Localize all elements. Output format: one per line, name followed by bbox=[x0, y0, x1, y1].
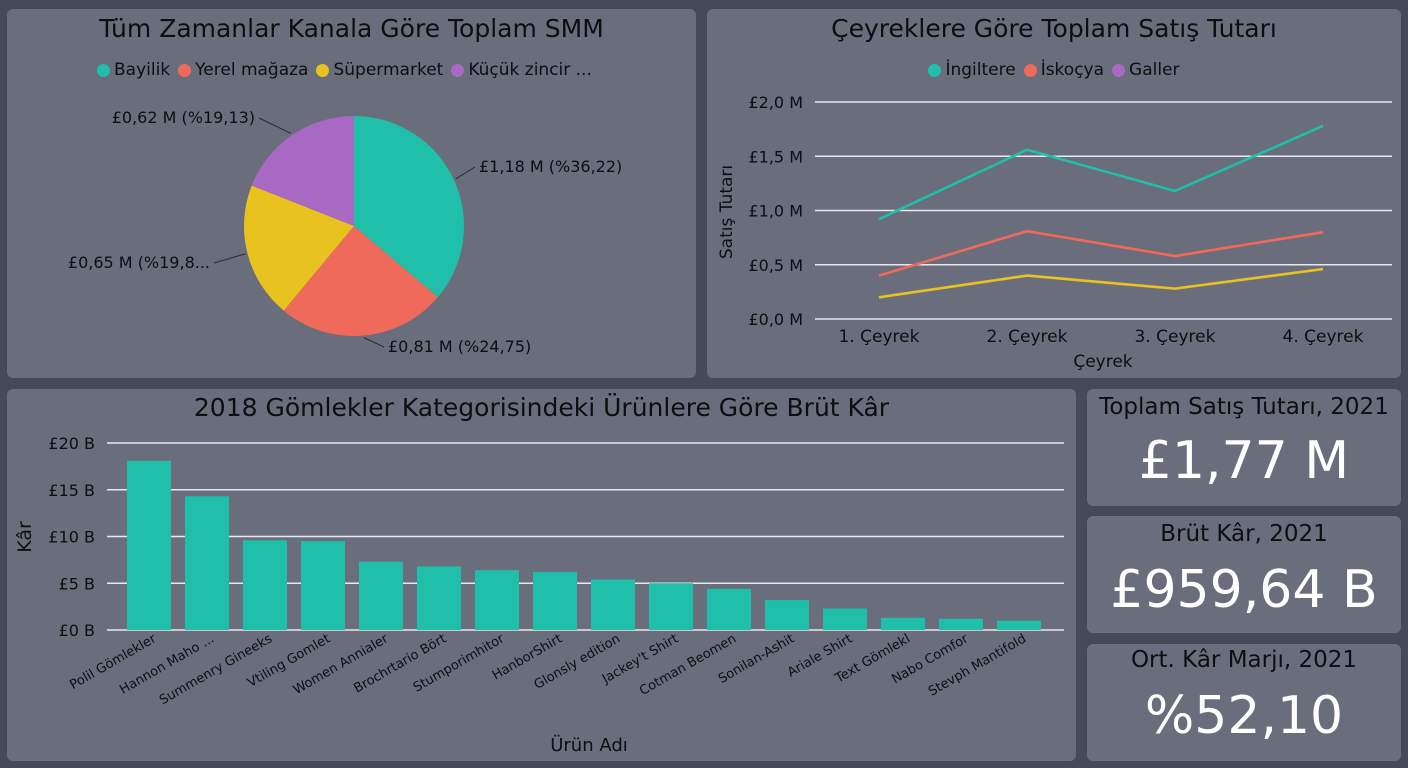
legend-dot bbox=[316, 63, 330, 77]
bar bbox=[707, 588, 751, 630]
y-tick-label: £1,0 M bbox=[748, 202, 803, 221]
pie-chart-panel: Tüm Zamanlar Kanala Göre Toplam SMM Bayi… bbox=[7, 9, 696, 378]
legend-label: Küçük zincir ... bbox=[468, 60, 592, 80]
kpi-value: £1,77 M bbox=[1138, 431, 1350, 491]
legend-dot bbox=[1023, 63, 1037, 77]
y-tick-label: £0 B bbox=[59, 621, 95, 640]
kpi-card-total-sales: Toplam Satış Tutarı, 2021 £1,77 M bbox=[1087, 389, 1401, 506]
pie-chart: £1,18 M (%36,22) £0,81 M (%24,75) £0,65 M … bbox=[68, 108, 622, 356]
bar bbox=[185, 496, 229, 630]
bar bbox=[823, 608, 867, 630]
bar bbox=[475, 570, 519, 630]
legend-item-kucuk-zincir[interactable]: Küçük zincir ... bbox=[451, 60, 592, 80]
legend-label: Bayilik bbox=[114, 60, 171, 80]
x-tick-label: 2. Çeyrek bbox=[987, 327, 1068, 347]
y-axis-label: Kâr bbox=[14, 521, 36, 553]
line-legend: İngiltere İskoçya Galler bbox=[707, 60, 1401, 80]
legend-dot bbox=[178, 63, 192, 77]
legend-item-iskocya[interactable]: İskoçya bbox=[1023, 60, 1105, 80]
legend-dot bbox=[97, 63, 110, 77]
y-tick-label: £0,5 M bbox=[748, 256, 803, 275]
line-series bbox=[878, 229, 1324, 277]
bar bbox=[591, 579, 635, 630]
kpi-card-profit-margin: Ort. Kâr Marjı, 2021 %52,10 bbox=[1087, 644, 1401, 761]
bar bbox=[417, 566, 461, 630]
legend-item-bayilik[interactable]: Bayilik bbox=[97, 60, 170, 80]
x-tick-label: Stevph Mantifold bbox=[926, 631, 1029, 699]
pie-slice bbox=[251, 116, 354, 226]
bar bbox=[881, 617, 925, 630]
legend-dot bbox=[451, 63, 465, 77]
x-tick-label: 1. Çeyrek bbox=[839, 327, 920, 347]
line-series bbox=[878, 124, 1324, 221]
legend-item-yerel-magaza[interactable]: Yerel mağaza bbox=[178, 60, 308, 80]
y-tick-label: £20 B bbox=[48, 434, 95, 453]
line-chart: £0,0 M £0,5 M £1,0 M £1,5 M £2,0 M 1. Çeyrek 2… bbox=[717, 93, 1392, 372]
legend-label: İngiltere bbox=[945, 60, 1016, 80]
pie-data-label: £0,65 M (%19,8... bbox=[68, 253, 210, 272]
bar-chart-title: 2018 Gömlekler Kategorisindeki Ürünlere … bbox=[193, 393, 890, 422]
line-chart-panel: Çeyreklere Göre Toplam Satış Tutarı İngi… bbox=[707, 9, 1401, 378]
bar bbox=[649, 583, 693, 630]
pie-slice bbox=[283, 226, 438, 337]
y-tick-label: £10 B bbox=[48, 528, 95, 547]
y-tick-label: £1,5 M bbox=[748, 147, 803, 166]
x-axis-label: Çeyrek bbox=[1073, 352, 1132, 372]
x-tick-label: Hannon Maho ... bbox=[117, 631, 217, 697]
pie-leader-line bbox=[455, 166, 476, 180]
bar bbox=[243, 540, 287, 630]
legend-item-ingiltere[interactable]: İngiltere bbox=[928, 60, 1016, 80]
kpi-value: %52,10 bbox=[1144, 686, 1344, 746]
kpi-card-gross-profit: Brüt Kâr, 2021 £959,64 B bbox=[1087, 516, 1401, 633]
y-tick-label: £5 B bbox=[59, 574, 95, 593]
x-tick-label: 4. Çeyrek bbox=[1283, 327, 1364, 347]
bar bbox=[997, 620, 1041, 630]
line-chart-title: Çeyreklere Göre Toplam Satış Tutarı bbox=[831, 14, 1277, 43]
pie-leader-line bbox=[258, 117, 292, 134]
bar bbox=[127, 460, 171, 630]
bar bbox=[939, 618, 983, 630]
kpi-value: £959,64 B bbox=[1110, 560, 1378, 620]
bar bbox=[765, 600, 809, 630]
pie-leader-line bbox=[363, 337, 385, 348]
line-series bbox=[878, 267, 1324, 299]
pie-data-label: £0,81 M (%24,75) bbox=[388, 337, 531, 356]
legend-label: İskoçya bbox=[1040, 60, 1105, 80]
pie-data-label: £0,62 M (%19,13) bbox=[112, 108, 255, 127]
y-tick-label: £0,0 M bbox=[748, 310, 803, 329]
x-tick-label: Cotman Beomen bbox=[637, 631, 739, 698]
bar-chart-panel: 2018 Gömlekler Kategorisindeki Ürünlere … bbox=[7, 389, 1076, 761]
legend-label: Süpermarket bbox=[333, 60, 444, 80]
pie-slice bbox=[243, 185, 354, 311]
legend-dot bbox=[928, 63, 942, 77]
pie-legend: Bayilik Yerel mağaza Süpermarket Küçük z… bbox=[97, 60, 592, 80]
y-axis-label: Satış Tutarı bbox=[717, 165, 737, 259]
pie-slice bbox=[354, 116, 464, 298]
bar bbox=[301, 541, 345, 630]
x-axis-label: Ürün Adı bbox=[550, 734, 628, 756]
kpi-title: Brüt Kâr, 2021 bbox=[1160, 521, 1328, 547]
legend-item-supermarket[interactable]: Süpermarket bbox=[316, 60, 443, 80]
kpi-title: Toplam Satış Tutarı, 2021 bbox=[1099, 394, 1389, 420]
x-tick-label: Women Annialer bbox=[291, 631, 392, 698]
legend-item-galler[interactable]: Galler bbox=[1112, 60, 1180, 80]
y-tick-label: £2,0 M bbox=[748, 93, 803, 112]
kpi-title: Ort. Kâr Marjı, 2021 bbox=[1130, 647, 1358, 673]
legend-label: Galler bbox=[1129, 60, 1180, 80]
pie-chart-title: Tüm Zamanlar Kanala Göre Toplam SMM bbox=[99, 14, 604, 43]
legend-dot bbox=[1112, 63, 1126, 77]
legend-label: Yerel mağaza bbox=[195, 60, 309, 80]
pie-data-label: £1,18 M (%36,22) bbox=[479, 157, 622, 176]
y-tick-label: £15 B bbox=[48, 481, 95, 500]
bar bbox=[359, 561, 403, 630]
x-tick-label: 3. Çeyrek bbox=[1135, 327, 1216, 347]
pie-leader-line bbox=[213, 253, 246, 264]
bar bbox=[533, 572, 577, 630]
